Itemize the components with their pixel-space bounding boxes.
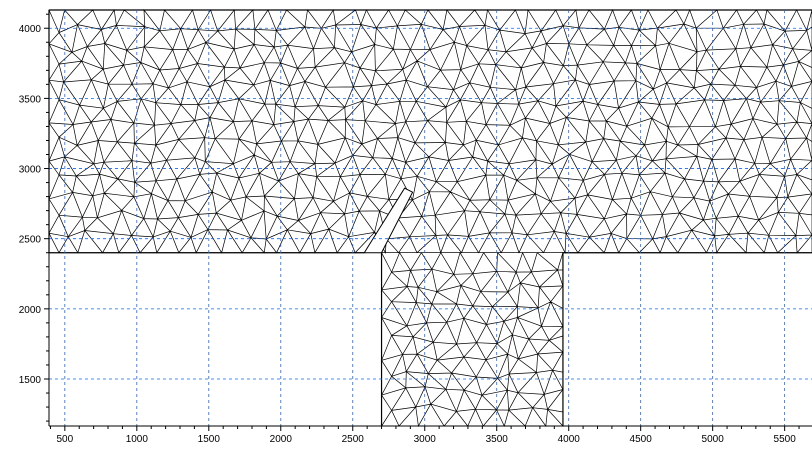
x-tick-label: 1000 (126, 434, 149, 445)
y-tick-label: 4000 (19, 24, 42, 35)
x-tick-label: 4500 (630, 434, 653, 445)
y-tick-label: 3000 (19, 165, 42, 176)
x-tick-label: 3500 (486, 434, 509, 445)
x-tick-label: 2500 (342, 434, 365, 445)
mesh-lower-triangles (380, 251, 564, 428)
x-tick-label: 5500 (774, 434, 797, 445)
y-tick-label: 3500 (19, 94, 42, 105)
x-tick-label: 4000 (558, 434, 581, 445)
x-tick-label: 1500 (198, 434, 221, 445)
axes (48, 10, 812, 427)
y-tick-label: 1500 (19, 375, 42, 386)
notch-slit (363, 187, 414, 254)
grid-lines (49, 10, 812, 426)
mesh-upper-block (48, 8, 812, 255)
x-tick-label: 3000 (414, 434, 437, 445)
mesh-upper-triangles (48, 8, 812, 255)
mesh-lower-channel (380, 251, 564, 428)
y-tick-label: 2500 (19, 235, 42, 246)
domain-boundary-right (562, 252, 812, 426)
y-axis-ticks: 1500 2000 2500 3000 3500 4000 (19, 13, 49, 422)
x-tick-label: 2000 (270, 434, 293, 445)
x-tick-label: 5000 (702, 434, 725, 445)
x-axis-ticks: 500 1000 1500 2000 2500 3000 3500 4000 4500 5000 5… (49, 426, 800, 445)
y-tick-label: 2000 (19, 305, 42, 316)
x-tick-label: 500 (56, 434, 73, 445)
